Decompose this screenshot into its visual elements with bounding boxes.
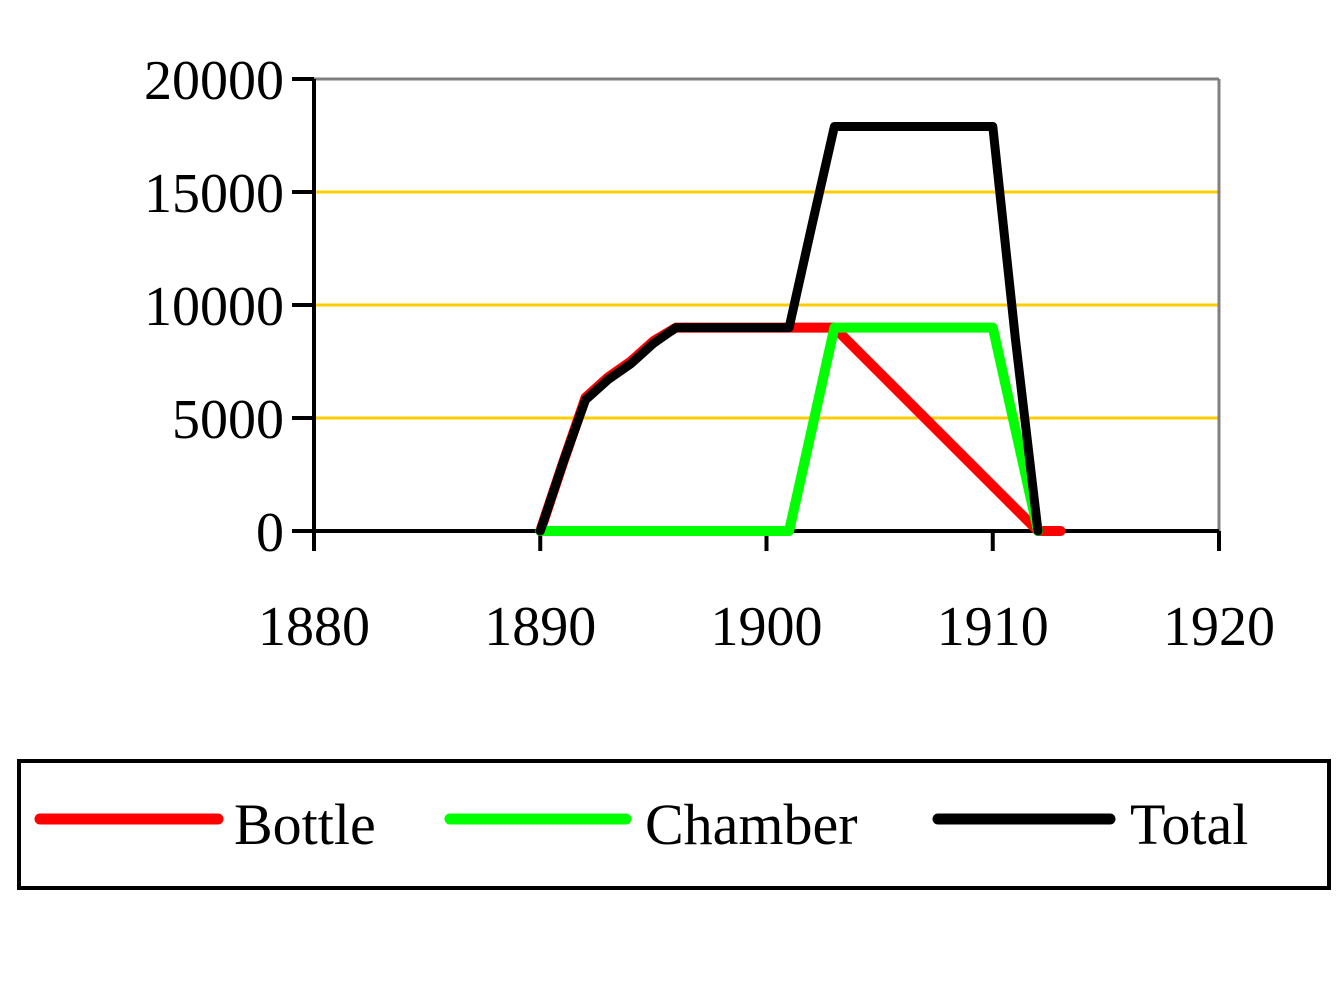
- y-tick-label: 10000: [144, 276, 284, 338]
- axes: [292, 77, 1221, 551]
- legend-label-chamber: Chamber: [645, 792, 858, 857]
- tick-labels: 0 5000 10000 15000 20000 1880 1890 1900 1910 1920: [144, 50, 1275, 658]
- series-line-total: [535, 122, 1043, 536]
- series-lines: [535, 122, 1066, 536]
- x-tick-label: 1900: [711, 596, 823, 658]
- legend-label-bottle: Bottle: [234, 792, 376, 857]
- legend: Bottle Chamber Total: [17, 759, 1331, 890]
- x-tick-label: 1880: [258, 596, 370, 658]
- x-tick-label: 1910: [937, 596, 1049, 658]
- grid-lines: [314, 190, 1219, 420]
- legend-box: [17, 759, 1331, 890]
- y-tick-label: 15000: [144, 163, 284, 225]
- y-tick-label: 5000: [172, 389, 284, 451]
- x-tick-label: 1890: [484, 596, 596, 658]
- legend-label-total: Total: [1130, 792, 1248, 857]
- series-line-chamber: [535, 322, 1043, 536]
- x-tick-label: 1920: [1163, 596, 1275, 658]
- y-tick-label: 20000: [144, 50, 284, 112]
- y-tick-label: 0: [256, 502, 284, 564]
